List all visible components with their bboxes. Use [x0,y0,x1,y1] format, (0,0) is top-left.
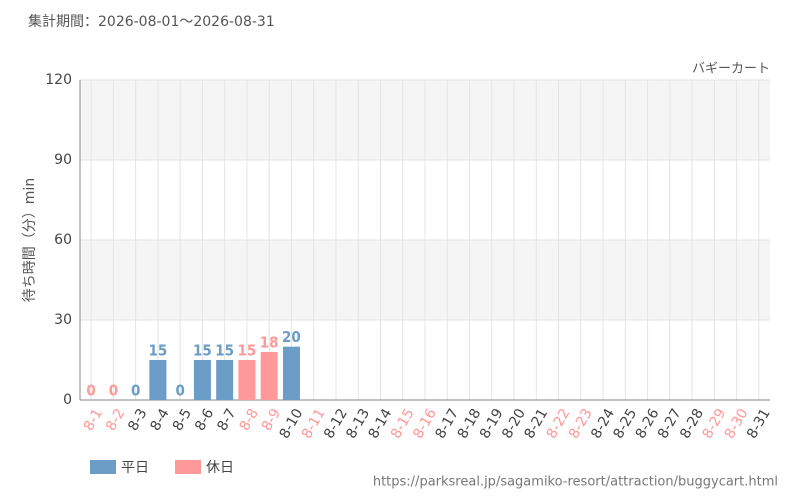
y-tick-label: 90 [54,152,72,168]
legend-swatch [90,460,116,474]
value-label: 15 [149,342,168,360]
x-tick-label: 8-4 [148,406,173,434]
value-label: 0 [86,382,95,400]
value-label: 15 [193,342,212,360]
value-label: 15 [238,342,257,360]
bar [193,360,211,400]
value-label: 20 [282,328,301,346]
bar [238,360,256,400]
y-tick-label: 30 [54,312,72,328]
chart-title: 集計期間：2026-08-01～2026-08-31 [28,13,275,30]
x-tick-label: 8-8 [237,406,262,434]
x-tick-label: 8-31 [744,406,774,442]
x-tick-label: 8-7 [214,406,239,434]
value-label: 15 [215,342,234,360]
bar [282,346,300,400]
x-tick-label: 8-2 [103,406,128,434]
x-tick-label: 8-6 [192,406,217,434]
value-label: 0 [131,382,140,400]
x-tick-label: 8-3 [125,406,150,434]
x-tick-label: 8-1 [81,406,106,434]
y-tick-label: 60 [54,232,72,248]
bar [149,360,167,400]
legend-label: 平日 [121,460,149,476]
legend-swatch [175,460,201,474]
chart-subtitle: バギーカート [692,62,770,77]
legend-label: 休日 [206,460,234,476]
value-label: 0 [175,382,184,400]
value-label: 0 [109,382,118,400]
bar [216,360,234,400]
bar [260,352,278,400]
y-tick-label: 120 [45,72,72,88]
y-tick-label: 0 [63,392,72,408]
x-tick-label: 8-5 [170,406,195,434]
source-url: https://parksreal.jp/sagamiko-resort/att… [373,475,778,490]
y-axis-label: 待ち時間（分）min [22,178,38,302]
value-label: 18 [260,334,279,352]
